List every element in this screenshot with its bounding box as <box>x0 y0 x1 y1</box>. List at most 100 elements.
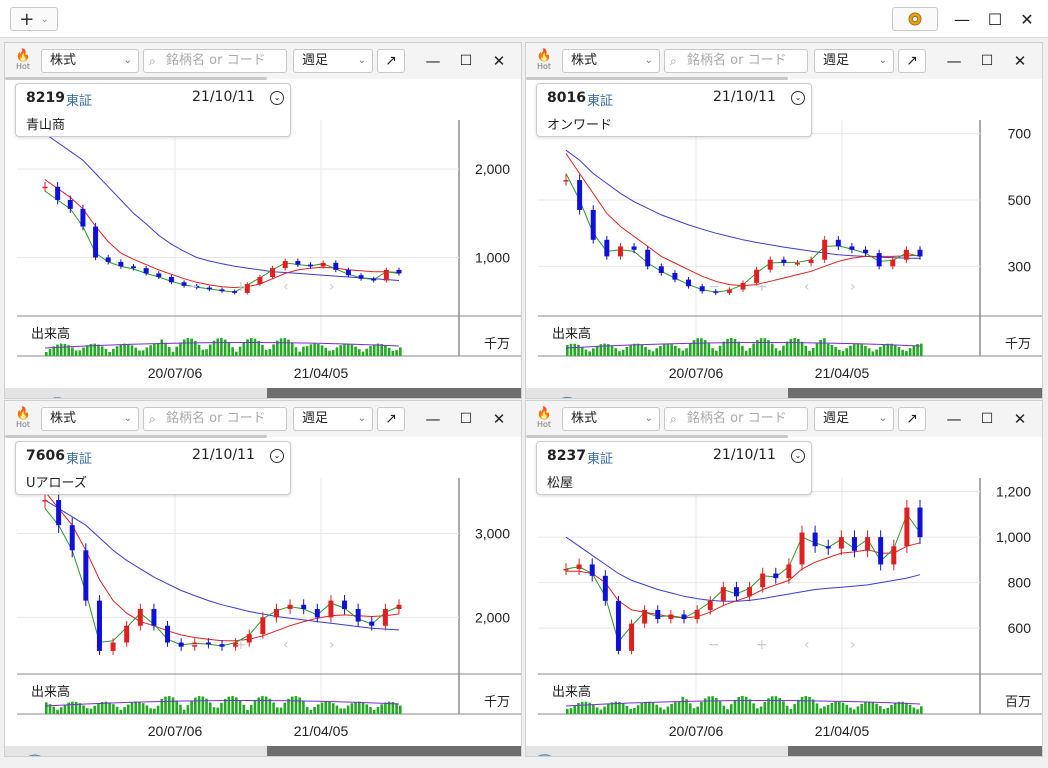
ma-long-line <box>565 149 921 259</box>
scroll-left-icon[interactable]: ‹ <box>283 279 289 295</box>
panel-close-button[interactable]: ✕ <box>492 410 506 428</box>
volume-bar <box>279 338 283 356</box>
search-input[interactable]: ⌕ 銘柄名 or コード <box>664 49 808 73</box>
hot-button[interactable]: 🔥 Hot <box>13 48 33 76</box>
scroll-right-icon[interactable]: › <box>329 279 335 295</box>
chevron-down-icon[interactable]: ⌄ <box>270 449 284 463</box>
popout-button[interactable]: ↗ <box>377 407 405 431</box>
window-close-button[interactable]: ✕ <box>1020 9 1034 29</box>
volume-bar <box>104 349 108 356</box>
volume-bar <box>261 696 264 714</box>
add-chart-button[interactable]: + ⌄ <box>10 7 58 31</box>
volume-bar <box>67 702 70 714</box>
volume-bar <box>372 344 376 356</box>
scroll-left-icon[interactable]: ‹ <box>804 279 810 295</box>
zoom-in-icon[interactable]: + <box>235 279 247 295</box>
interval-select[interactable]: 週足 ⌄ <box>814 407 894 431</box>
volume-bar <box>741 345 744 356</box>
volume-bar <box>688 703 692 714</box>
candle-body <box>825 546 831 549</box>
hot-button[interactable]: 🔥 Hot <box>13 406 33 434</box>
chevron-down-icon[interactable]: ⌄ <box>270 91 284 105</box>
chevron-down-icon[interactable]: ⌄ <box>791 91 805 105</box>
panel-minimize-button[interactable]: — <box>425 52 441 70</box>
candle-body <box>851 537 857 551</box>
volume-bar <box>380 344 383 356</box>
scroll-right-icon[interactable]: › <box>850 637 856 653</box>
hot-button[interactable]: 🔥 Hot <box>534 48 554 76</box>
interval-select[interactable]: 週足 ⌄ <box>293 407 373 431</box>
volume-bar <box>662 344 666 356</box>
scroll-left-icon[interactable]: ‹ <box>283 637 289 653</box>
hot-button[interactable]: 🔥 Hot <box>534 406 554 434</box>
panel-minimize-button[interactable]: — <box>946 52 962 70</box>
panel-maximize-button[interactable]: ☐ <box>459 411 473 427</box>
zoom-out-icon[interactable]: − <box>708 637 720 653</box>
candle-body <box>80 208 86 227</box>
window-maximize-button[interactable]: ☐ <box>987 9 1003 29</box>
market-select[interactable]: 株式 ⌄ <box>41 49 139 73</box>
zoom-out-icon[interactable]: − <box>187 637 199 653</box>
panel-minimize-button[interactable]: — <box>946 410 962 428</box>
volume-bar <box>194 340 197 356</box>
scroll-right-icon[interactable]: › <box>850 279 856 295</box>
window-minimize-button[interactable]: — <box>954 9 970 29</box>
hot-label: Hot <box>15 420 31 429</box>
volume-bar <box>573 343 577 356</box>
volume-bar <box>789 338 793 356</box>
zoom-in-icon[interactable]: + <box>756 637 768 653</box>
market-select[interactable]: 株式 ⌄ <box>562 407 660 431</box>
panel-maximize-button[interactable]: ☐ <box>980 53 994 69</box>
popout-button[interactable]: ↗ <box>377 49 405 73</box>
interval-select[interactable]: 週足 ⌄ <box>814 49 894 73</box>
panel-close-button[interactable]: ✕ <box>1013 410 1027 428</box>
popout-button[interactable]: ↗ <box>898 49 926 73</box>
interval-select[interactable]: 週足 ⌄ <box>293 49 373 73</box>
panel-close-button[interactable]: ✕ <box>1013 52 1027 70</box>
panel-close-button[interactable]: ✕ <box>492 52 506 70</box>
volume-bar <box>606 704 610 714</box>
volume-bar <box>599 709 603 714</box>
panel-minimize-button[interactable]: — <box>425 410 441 428</box>
settings-button[interactable] <box>892 7 938 31</box>
market-select[interactable]: 株式 ⌄ <box>41 407 139 431</box>
candle-body <box>767 259 773 270</box>
volume-bar <box>908 704 912 714</box>
zoom-in-icon[interactable]: + <box>756 279 768 295</box>
candle-body <box>83 550 89 601</box>
volume-bar <box>636 343 640 356</box>
volume-bar <box>599 344 603 356</box>
volume-bar <box>692 340 696 356</box>
candle-body <box>707 600 713 610</box>
chevron-down-icon[interactable]: ⌄ <box>791 449 805 463</box>
market-select[interactable]: 株式 ⌄ <box>562 49 660 73</box>
volume-bar <box>71 701 74 714</box>
zoom-in-icon[interactable]: + <box>235 637 247 653</box>
search-input[interactable]: ⌕ 銘柄名 or コード <box>664 407 808 431</box>
search-input[interactable]: ⌕ 銘柄名 or コード <box>143 49 287 73</box>
volume-bar <box>577 344 580 356</box>
popout-button[interactable]: ↗ <box>898 407 926 431</box>
volume-bar <box>893 702 897 714</box>
scroll-right-icon[interactable]: › <box>329 637 335 653</box>
search-icon: ⌕ <box>149 54 156 68</box>
zoom-out-icon[interactable]: − <box>187 279 199 295</box>
zoom-out-icon[interactable]: − <box>708 279 720 295</box>
volume-bar <box>905 702 908 714</box>
search-input[interactable]: ⌕ 銘柄名 or コード <box>143 407 287 431</box>
search-icon: ⌕ <box>670 412 677 426</box>
panel-maximize-button[interactable]: ☐ <box>980 411 994 427</box>
popout-icon: ↗ <box>385 411 397 427</box>
ma-short-line <box>565 513 921 643</box>
volume-bar <box>826 705 830 714</box>
volume-bar <box>93 705 97 714</box>
candle-body <box>878 537 884 565</box>
volume-bar <box>659 707 662 714</box>
panel-maximize-button[interactable]: ☐ <box>459 53 473 69</box>
scroll-left-icon[interactable]: ‹ <box>804 637 810 653</box>
volume-bar <box>242 704 246 714</box>
